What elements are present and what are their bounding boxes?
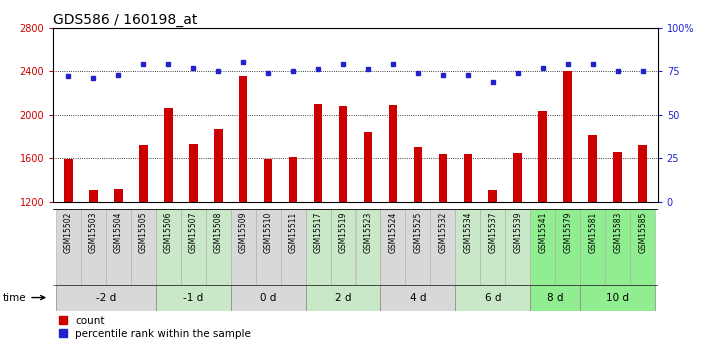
Bar (638, 145, 647, 202)
Bar (56, 209, 81, 285)
Text: 2 d: 2 d (335, 293, 351, 303)
Text: GSM15583: GSM15583 (613, 212, 622, 253)
Bar (580, 285, 655, 310)
Bar (430, 209, 455, 285)
Text: -2 d: -2 d (96, 293, 116, 303)
Bar (256, 209, 281, 285)
Bar (580, 209, 605, 285)
Bar (264, 159, 272, 202)
Bar (414, 147, 422, 202)
Bar (455, 209, 481, 285)
Bar (380, 285, 455, 310)
Bar (106, 209, 131, 285)
Bar (156, 285, 230, 310)
Text: GSM15507: GSM15507 (188, 212, 198, 253)
Text: GDS586 / 160198_at: GDS586 / 160198_at (53, 12, 198, 27)
Bar (64, 159, 73, 202)
Bar (306, 285, 380, 310)
Bar (563, 71, 572, 202)
Bar (156, 209, 181, 285)
Bar (356, 209, 380, 285)
Text: GSM15509: GSM15509 (239, 212, 247, 253)
Text: GSM15510: GSM15510 (264, 212, 272, 253)
Bar (230, 285, 306, 310)
Bar (555, 209, 580, 285)
Bar (630, 209, 655, 285)
Bar (314, 104, 322, 202)
Text: 6 d: 6 d (485, 293, 501, 303)
Text: time: time (3, 293, 45, 303)
Bar (405, 209, 430, 285)
Text: GSM15581: GSM15581 (588, 212, 597, 253)
Bar (506, 209, 530, 285)
Bar (481, 209, 506, 285)
Text: 8 d: 8 d (547, 293, 564, 303)
Text: GSM15532: GSM15532 (439, 212, 447, 253)
Text: -1 d: -1 d (183, 293, 203, 303)
Bar (455, 285, 530, 310)
Text: GSM15505: GSM15505 (139, 212, 148, 253)
Text: 4 d: 4 d (410, 293, 426, 303)
Bar (338, 106, 348, 202)
Text: GSM15525: GSM15525 (413, 212, 422, 253)
Bar (81, 209, 106, 285)
Bar (488, 190, 497, 202)
Text: GSM15585: GSM15585 (638, 212, 647, 253)
Text: GSM15524: GSM15524 (388, 212, 397, 253)
Text: GSM15503: GSM15503 (89, 212, 98, 253)
Bar (189, 144, 198, 202)
Text: GSM15506: GSM15506 (164, 212, 173, 253)
Bar (363, 132, 373, 202)
Bar (56, 285, 156, 310)
Bar (289, 157, 297, 202)
Text: 0 d: 0 d (260, 293, 277, 303)
Bar (605, 209, 630, 285)
Text: GSM15523: GSM15523 (363, 212, 373, 253)
Bar (389, 105, 397, 202)
Text: 10 d: 10 d (606, 293, 629, 303)
Bar (614, 152, 622, 202)
Text: GSM15579: GSM15579 (563, 212, 572, 253)
Bar (380, 209, 405, 285)
Legend: count, percentile rank within the sample: count, percentile rank within the sample (58, 316, 251, 339)
Bar (281, 209, 306, 285)
Bar (181, 209, 205, 285)
Bar (589, 135, 597, 202)
Text: GSM15517: GSM15517 (314, 212, 323, 253)
Text: GSM15534: GSM15534 (464, 212, 472, 253)
Bar (239, 76, 247, 202)
Text: GSM15537: GSM15537 (488, 212, 498, 253)
Bar (139, 145, 148, 202)
Bar (230, 209, 256, 285)
Bar (89, 190, 97, 202)
Bar (530, 209, 555, 285)
Bar (114, 189, 122, 202)
Bar (205, 209, 230, 285)
Bar (214, 129, 223, 202)
Bar (513, 153, 522, 202)
Text: GSM15519: GSM15519 (338, 212, 348, 253)
Text: GSM15508: GSM15508 (213, 212, 223, 253)
Bar (131, 209, 156, 285)
Text: GSM15541: GSM15541 (538, 212, 547, 253)
Text: GSM15539: GSM15539 (513, 212, 523, 253)
Bar (464, 154, 472, 202)
Bar (538, 111, 547, 202)
Bar (439, 154, 447, 202)
Bar (530, 285, 580, 310)
Text: GSM15502: GSM15502 (64, 212, 73, 253)
Bar (331, 209, 356, 285)
Bar (306, 209, 331, 285)
Bar (164, 108, 173, 202)
Text: GSM15511: GSM15511 (289, 212, 298, 253)
Text: GSM15504: GSM15504 (114, 212, 123, 253)
